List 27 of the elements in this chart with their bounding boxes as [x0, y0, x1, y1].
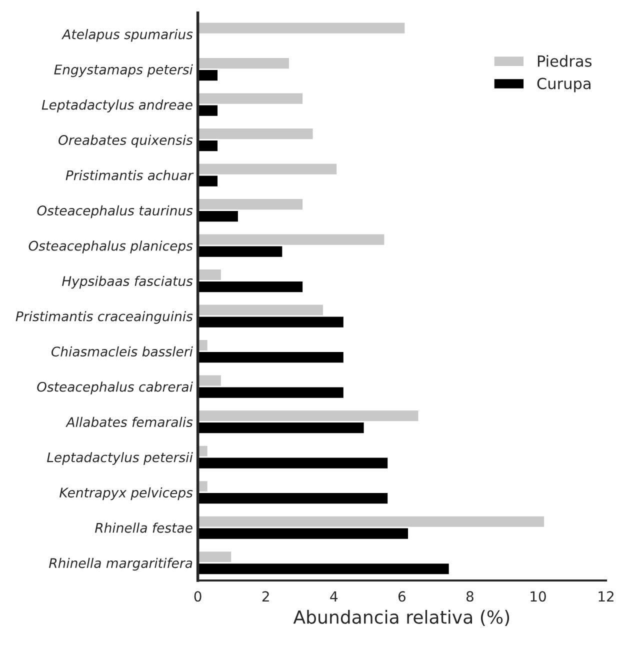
x-tick-label: 4 — [330, 591, 338, 602]
y-tick-label: Kentrapyx pelviceps — [60, 487, 193, 500]
legend-label: Curupa — [537, 78, 590, 92]
x-tick-label: 8 — [466, 591, 474, 602]
x-tick-label: 0 — [194, 591, 202, 602]
x-tick-label: 12 — [598, 591, 614, 602]
y-tick-label: Osteacephalus cabrerai — [37, 382, 193, 394]
y-tick-label: Chiasmacleis bassleri — [52, 346, 193, 357]
y-tick-label: Hypsibaas fasciatus — [62, 276, 193, 289]
y-tick-label: Leptadactylus andreae — [42, 100, 192, 112]
x-tick-label: 10 — [530, 591, 546, 602]
x-axis-title: Abundancia relativa (%) — [293, 610, 510, 626]
y-tick-label: Osteacephalus planiceps — [28, 240, 193, 254]
y-tick-label: Leptadactylus petersii — [47, 452, 193, 465]
y-tick-label: Osteacephalus taurinus — [37, 205, 193, 218]
y-tick-label: Allabates femaralis — [66, 416, 193, 428]
bar — [198, 21, 406, 35]
x-tick-label: 2 — [262, 591, 269, 602]
y-tick-label: Atelapus spumarius — [62, 29, 193, 42]
y-tick-label: Rhinella festae — [95, 522, 192, 533]
y-tick-label: Engystamaps petersi — [54, 64, 193, 78]
x-tick-label: 6 — [398, 591, 406, 602]
y-tick-label: Pristimantis craceainguinis — [16, 311, 193, 324]
legend-label: Piedras — [538, 55, 592, 67]
y-tick-label: Oreabates quixensis — [58, 134, 193, 148]
y-tick-label: Pristimantis achuar — [66, 170, 194, 180]
y-tick-label: Rhinella margaritifera — [49, 558, 192, 571]
